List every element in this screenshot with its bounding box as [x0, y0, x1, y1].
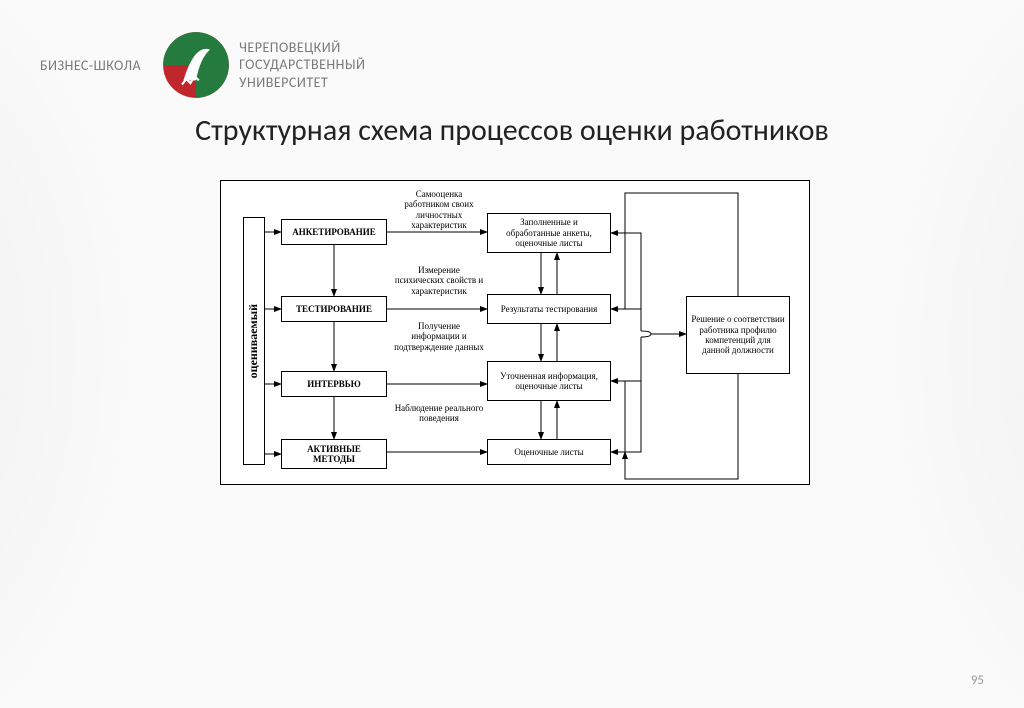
flowchart-diagram: оцениваемый АНКЕТИРОВАНИЕ ТЕСТИРОВАНИЕ И…: [220, 180, 810, 485]
node-refined: Уточненная информация, оценочные листы: [487, 361, 611, 401]
slide-title: Структурная схема процессов оценки работ…: [0, 112, 1024, 149]
vertical-source-block: оцениваемый: [243, 217, 265, 465]
node-sheets: Оценочные листы: [487, 439, 611, 465]
university-name: ЧЕРЕПОВЕЦКИЙ ГОСУДАРСТВЕННЫЙ УНИВЕРСИТЕТ: [239, 39, 365, 92]
biz-school-label: БИЗНЕС-ШКОЛА: [40, 57, 141, 74]
node-anket: АНКЕТИРОВАНИЕ: [281, 219, 387, 245]
node-filled: Заполненные и обработанные анкеты, оцено…: [487, 213, 611, 253]
university-logo-icon: [161, 30, 231, 100]
mid-label-3: Наблюдение реального поведения: [393, 403, 485, 424]
mid-label-0: Самооценка работником своих личностных х…: [393, 189, 485, 230]
mid-label-1: Измерение психических свойств и характер…: [393, 265, 485, 296]
node-decision: Решение о соответствии работника профилю…: [686, 296, 790, 374]
vertical-label: оцениваемый: [247, 304, 261, 378]
univ-line-3: УНИВЕРСИТЕТ: [239, 74, 365, 92]
node-active: АКТИВНЫЕ МЕТОДЫ: [281, 439, 387, 469]
slide-number: 95: [971, 673, 984, 688]
univ-line-2: ГОСУДАРСТВЕННЫЙ: [239, 56, 365, 74]
mid-label-2: Получение информации и подтверждение дан…: [393, 321, 485, 352]
univ-line-1: ЧЕРЕПОВЕЦКИЙ: [239, 39, 365, 57]
header: БИЗНЕС-ШКОЛА ЧЕРЕПОВЕЦКИЙ ГОСУДАРСТВЕННЫ…: [40, 30, 366, 100]
node-test: ТЕСТИРОВАНИЕ: [281, 296, 387, 322]
node-results: Результаты тестирования: [487, 294, 611, 324]
node-interview: ИНТЕРВЬЮ: [281, 371, 387, 397]
